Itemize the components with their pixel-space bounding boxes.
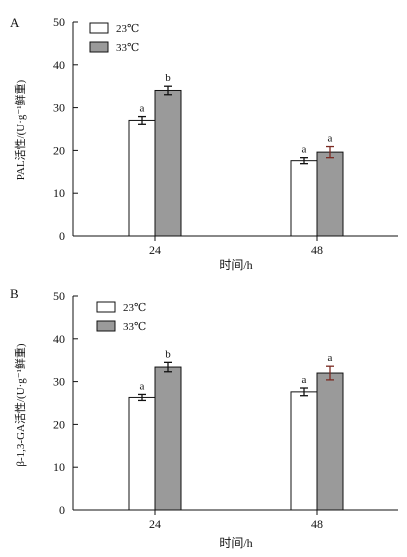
x-tick-label: 48 — [311, 243, 323, 257]
bar — [154, 89, 182, 237]
panel-label: A — [10, 15, 20, 30]
legend-label-23c: 23℃ — [123, 302, 146, 314]
x-tick-label: 24 — [149, 517, 161, 531]
bar — [128, 396, 156, 511]
significance-letter: a — [302, 374, 307, 386]
y-tick-label: 10 — [53, 460, 65, 474]
y-tick-group: 0 10 20 30 40 50 — [53, 289, 78, 517]
y-axis-label: β-1,3-GA活性/(U·g⁻¹鲜重) — [13, 343, 27, 466]
significance-letter: a — [328, 352, 333, 364]
y-tick-label: 30 — [53, 375, 65, 389]
significance-letter: b — [165, 72, 171, 84]
legend-label-33c: 33℃ — [123, 321, 146, 333]
x-axis-label: 时间/h — [219, 536, 252, 550]
panel-label: B — [10, 286, 19, 301]
significance-letter: a — [140, 103, 145, 115]
legend-swatch-33c — [96, 320, 116, 332]
legend-label-23c: 23℃ — [116, 23, 139, 35]
y-tick-label: 0 — [59, 229, 65, 243]
bar-group: a a b a — [128, 72, 344, 237]
y-tick-label: 20 — [53, 417, 65, 431]
significance-letter: a — [302, 144, 307, 156]
x-axis-label: 时间/h — [219, 258, 252, 272]
bar — [316, 372, 344, 511]
significance-letter: b — [165, 348, 171, 360]
y-tick-label: 30 — [53, 101, 65, 115]
bar — [128, 119, 156, 237]
legend: 23℃ 33℃ — [89, 22, 139, 54]
x-tick-label: 24 — [149, 243, 161, 257]
legend-swatch-33c — [89, 41, 109, 53]
chart-panel-a: A 0 10 20 30 40 50 a a b a 24 48 23℃ 33℃ 时间/h PAL… — [10, 15, 398, 272]
y-tick-group: 0 10 20 30 40 50 — [53, 15, 78, 243]
y-tick-label: 0 — [59, 503, 65, 517]
bar — [154, 366, 182, 511]
y-tick-label: 40 — [53, 332, 65, 346]
significance-letter: a — [328, 133, 333, 145]
x-tick-label: 48 — [311, 517, 323, 531]
y-tick-label: 10 — [53, 186, 65, 200]
y-tick-label: 50 — [53, 289, 65, 303]
bar — [316, 151, 344, 237]
bar — [290, 391, 318, 511]
x-tick-group: 24 48 — [149, 510, 323, 531]
x-tick-group: 24 48 — [149, 236, 323, 257]
bar — [290, 160, 318, 237]
legend: 23℃ 33℃ — [96, 301, 146, 333]
legend-swatch-23c — [96, 301, 116, 313]
y-tick-label: 50 — [53, 15, 65, 29]
y-tick-label: 40 — [53, 58, 65, 72]
significance-letter: a — [140, 380, 145, 392]
bar-group: a a b a — [128, 348, 344, 511]
y-axis-label: PAL活性/(U·g⁻¹鲜重) — [13, 79, 27, 180]
legend-label-33c: 33℃ — [116, 42, 139, 54]
y-tick-label: 20 — [53, 143, 65, 157]
chart-panel-b: B 0 10 20 30 40 50 a a b a 24 48 23℃ 33℃ 时间/h β-1… — [10, 286, 398, 550]
legend-swatch-23c — [89, 22, 109, 34]
